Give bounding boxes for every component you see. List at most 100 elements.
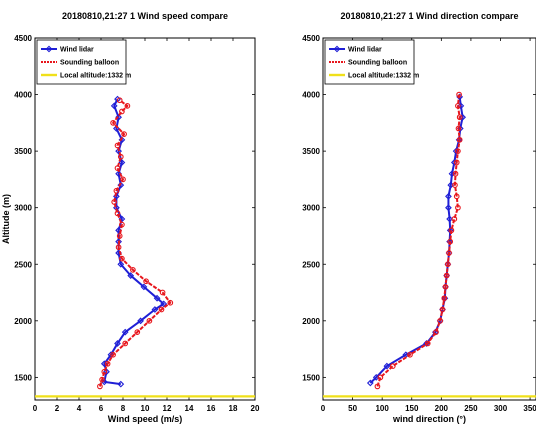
data-point-circle: [134, 329, 141, 335]
data-point-diamond: [383, 362, 391, 370]
data-point-circle: [456, 136, 463, 143]
data-point-diamond: [127, 272, 135, 279]
data-point-diamond: [151, 306, 159, 313]
data-point-diamond: [137, 317, 144, 325]
x-tick-label: 6: [99, 404, 104, 413]
data-point-circle: [439, 306, 446, 313]
data-point-circle: [452, 170, 459, 177]
data-point-circle: [441, 295, 448, 302]
x-axis-label: wind direction (°): [392, 414, 466, 424]
x-tick-label: 2: [55, 404, 60, 413]
data-point-diamond: [446, 215, 453, 223]
y-tick-label: 3500: [302, 147, 320, 156]
data-point-circle: [117, 153, 124, 160]
data-point-circle: [447, 238, 454, 245]
data-point-diamond: [445, 192, 452, 200]
data-point-circle: [143, 278, 149, 285]
data-point-circle: [158, 306, 165, 313]
data-point-circle: [444, 261, 451, 268]
data-point-diamond: [153, 294, 161, 302]
legend-label: Sounding balloon: [60, 60, 119, 67]
legend-marker-diamond: [333, 45, 341, 53]
x-tick-label: 350: [523, 404, 536, 413]
data-point-diamond: [115, 170, 122, 178]
x-tick-label: 300: [494, 404, 508, 413]
legend-label: Wind lidar: [60, 47, 94, 54]
chart-1: 20180810,21:27 1 Wind speed compare 0 2 4 6 8…: [1, 11, 260, 424]
data-point-circle: [159, 289, 166, 296]
series-line-2: [376, 94, 461, 387]
data-point-diamond: [140, 283, 148, 291]
data-point-circle: [119, 221, 125, 228]
y-tick-label: 1500: [302, 373, 320, 382]
data-point-circle: [99, 376, 105, 383]
data-point-circle: [456, 91, 462, 98]
data-point-circle: [97, 383, 103, 390]
y-tick-label: 4500: [302, 34, 320, 43]
data-point-circle: [455, 125, 462, 132]
plot-frame: [34, 37, 256, 401]
legend-label: Wind lidar: [348, 47, 382, 54]
data-point-circle: [443, 272, 450, 279]
legend-label: Local altitude:1332 m: [60, 73, 131, 80]
x-tick-label: 14: [185, 404, 194, 413]
data-point-circle: [114, 142, 121, 149]
x-tick-label: 200: [435, 404, 449, 413]
plot-series: [35, 95, 255, 398]
legend: Wind lidar Sounding balloon Local altitude…: [36, 39, 131, 85]
x-tick-label: 8: [121, 404, 126, 413]
y-tick-label: 2500: [302, 260, 320, 269]
data-point-circle: [451, 216, 458, 222]
x-tick-label: 100: [375, 404, 389, 413]
data-point-diamond: [115, 113, 122, 121]
data-point-diamond: [457, 102, 465, 110]
series-line-1: [103, 98, 165, 386]
data-point-circle: [114, 210, 121, 217]
data-point-circle: [424, 340, 431, 347]
data-point-diamond: [117, 260, 125, 268]
y-axis-label: Altitude (m): [1, 194, 11, 244]
series-line-2: [98, 99, 172, 387]
data-point-diamond: [115, 226, 122, 234]
chart-title: 20180810,21:27 1 Wind direction compare: [340, 11, 518, 21]
data-point-circle: [407, 351, 413, 358]
data-point-diamond: [115, 147, 122, 155]
chart-title: 20180810,21:27 1 Wind speed compare: [62, 11, 228, 21]
data-point-circle: [101, 368, 108, 375]
data-point-circle: [114, 165, 121, 171]
y-tick-label: 2000: [14, 317, 32, 326]
plot-frame: [322, 37, 536, 401]
x-axis-label: Wind speed (m/s): [108, 414, 182, 424]
data-point-circle: [448, 227, 455, 234]
data-point-diamond: [121, 328, 129, 336]
data-point-circle: [455, 148, 461, 154]
data-point-circle: [119, 255, 125, 262]
x-tick-label: 12: [163, 404, 172, 413]
chart-2: 20180810,21:27 1 Wind direction compare 0…: [302, 11, 536, 424]
data-point-circle: [167, 299, 174, 306]
data-point-diamond: [118, 215, 126, 223]
data-point-diamond: [103, 368, 110, 376]
data-point-circle: [122, 340, 129, 347]
data-point-circle: [113, 187, 120, 194]
legend-marker-diamond: [45, 45, 53, 53]
data-point-diamond: [445, 204, 452, 212]
data-point-circle: [110, 119, 116, 126]
data-point-circle: [120, 176, 126, 183]
x-tick-label: 16: [207, 404, 216, 413]
data-point-circle: [377, 374, 384, 381]
y-tick-label: 3500: [14, 147, 32, 156]
y-tick-label: 4000: [14, 91, 32, 100]
data-point-circle: [446, 250, 452, 256]
data-point-circle: [437, 317, 444, 324]
data-point-circle: [124, 103, 131, 109]
y-tick-label: 3000: [302, 204, 320, 213]
x-tick-label: 20: [251, 404, 260, 413]
x-tick-label: 0: [321, 404, 326, 413]
x-tick-label: 50: [348, 404, 357, 413]
data-point-circle: [115, 244, 122, 251]
data-point-diamond: [110, 102, 118, 110]
data-point-circle: [453, 159, 460, 166]
data-point-circle: [121, 131, 127, 138]
x-tick-label: 250: [464, 404, 478, 413]
